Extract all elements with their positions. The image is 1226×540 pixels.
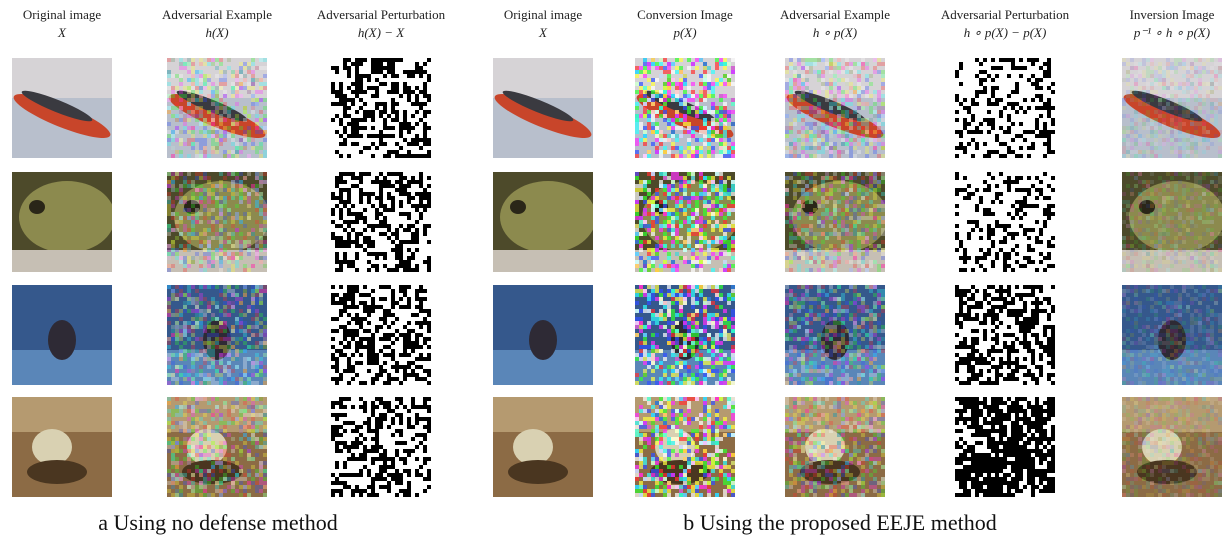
image-region xyxy=(513,429,553,465)
caption: b Using the proposed EEJE method xyxy=(683,510,996,536)
image xyxy=(635,285,735,385)
image xyxy=(955,172,1055,272)
image xyxy=(955,285,1055,385)
image xyxy=(331,397,431,497)
image xyxy=(493,58,593,158)
image xyxy=(1122,58,1222,158)
image xyxy=(493,285,593,385)
image-region xyxy=(493,250,593,272)
column-formula: h(X) − X xyxy=(296,25,466,41)
column-title: Adversarial Perturbation xyxy=(920,7,1090,23)
column-formula: h ∘ p(X) − p(X) xyxy=(920,25,1090,41)
column-title: Adversarial Example xyxy=(750,7,920,23)
caption: a Using no defense method xyxy=(98,510,338,536)
image xyxy=(12,172,112,272)
image xyxy=(331,285,431,385)
image-region xyxy=(529,320,557,360)
column-header: Adversarial Example h(X) xyxy=(132,7,302,41)
column-header: Adversarial Perturbation h(X) − X xyxy=(296,7,466,41)
image xyxy=(1122,285,1222,385)
image-region xyxy=(508,460,568,484)
column-header: Original image X xyxy=(0,7,147,41)
image xyxy=(1122,397,1222,497)
image-region xyxy=(27,460,87,484)
image xyxy=(12,58,112,158)
column-header: Adversarial Example h ∘ p(X) xyxy=(750,7,920,41)
image xyxy=(635,397,735,497)
image-region xyxy=(12,397,112,432)
image xyxy=(955,58,1055,158)
column-header: Adversarial Perturbation h ∘ p(X) − p(X) xyxy=(920,7,1090,41)
column-title: Adversarial Example xyxy=(132,7,302,23)
image xyxy=(331,58,431,158)
image xyxy=(167,58,267,158)
image xyxy=(635,172,735,272)
image xyxy=(493,172,593,272)
column-title: Original image xyxy=(0,7,147,23)
image-region xyxy=(510,200,526,214)
image-region xyxy=(500,181,593,253)
column-formula: p⁻¹ ∘ h ∘ p(X) xyxy=(1087,25,1226,41)
image xyxy=(12,285,112,385)
column-title: Adversarial Perturbation xyxy=(296,7,466,23)
image-region xyxy=(48,320,76,360)
figure: a Using no defense method b Using the pr… xyxy=(0,0,1226,540)
image-region xyxy=(29,200,45,214)
column-formula: p(X) xyxy=(600,25,770,41)
image xyxy=(12,397,112,497)
image-region xyxy=(32,429,72,465)
image xyxy=(167,172,267,272)
image xyxy=(785,397,885,497)
column-header: Inversion Image p⁻¹ ∘ h ∘ p(X) xyxy=(1087,7,1226,41)
image xyxy=(785,285,885,385)
column-header: Conversion Image p(X) xyxy=(600,7,770,41)
column-formula: h ∘ p(X) xyxy=(750,25,920,41)
image-region xyxy=(12,250,112,272)
image xyxy=(331,172,431,272)
image-region xyxy=(19,181,112,253)
image xyxy=(635,58,735,158)
column-title: Inversion Image xyxy=(1087,7,1226,23)
image xyxy=(955,397,1055,497)
image-region xyxy=(493,397,593,432)
image xyxy=(167,397,267,497)
column-title: Conversion Image xyxy=(600,7,770,23)
image xyxy=(1122,172,1222,272)
image xyxy=(785,172,885,272)
column-formula: X xyxy=(0,25,147,41)
column-formula: h(X) xyxy=(132,25,302,41)
image xyxy=(167,285,267,385)
image xyxy=(493,397,593,497)
image xyxy=(785,58,885,158)
